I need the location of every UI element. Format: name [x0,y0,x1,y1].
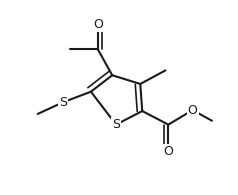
Text: S: S [112,118,120,131]
Text: O: O [188,104,198,117]
Text: O: O [164,145,173,158]
Text: O: O [93,18,103,31]
Text: S: S [59,96,67,109]
